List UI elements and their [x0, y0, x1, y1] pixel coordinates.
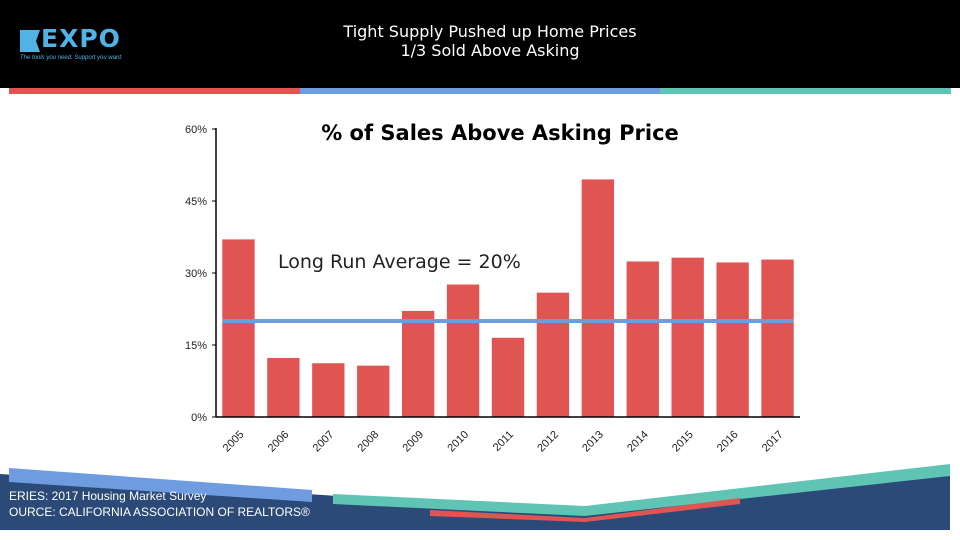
bar-2013 — [581, 179, 615, 417]
x-tick-label: 2017 — [760, 429, 786, 455]
x-tick-label: 2006 — [266, 429, 292, 455]
x-tick-label: 2007 — [311, 429, 337, 455]
title-line-1: Tight Supply Pushed up Home Prices — [343, 22, 637, 41]
bars — [222, 179, 794, 417]
y-tick-label: 45% — [185, 196, 207, 208]
y-tick-label: 0% — [191, 412, 207, 424]
x-tick-label: 2012 — [535, 429, 561, 455]
bar-2012 — [536, 292, 570, 417]
x-tick-label: 2015 — [670, 429, 696, 455]
x-tick-label: 2016 — [715, 429, 741, 455]
bar-2007 — [312, 363, 345, 417]
source-label: OURCE: CALIFORNIA ASSOCIATION OF REALTOR… — [9, 505, 310, 519]
bar-2015 — [671, 257, 704, 417]
stripe-blue — [300, 88, 660, 94]
bar-2016 — [716, 262, 749, 417]
bar-2009 — [401, 310, 435, 417]
x-tick-label: 2010 — [445, 429, 471, 455]
flag-icon — [20, 30, 40, 52]
bar-2011 — [491, 337, 525, 417]
stripe-teal — [660, 88, 951, 94]
bar-chart: 0%15%30%45%60% 2005 2006 2007 2008 2009 2010 2… — [185, 121, 800, 455]
bar-2014 — [626, 261, 659, 417]
x-tick-label: 2009 — [400, 429, 426, 455]
x-axis-labels: 2005 2006 2007 2008 2009 2010 2011 2012 2013 2014… — [221, 429, 786, 455]
logo-text: EXPO — [41, 24, 121, 53]
bar-2006 — [267, 357, 300, 417]
title-line-2: 1/3 Sold Above Asking — [400, 41, 580, 60]
footer-graphic — [0, 464, 950, 530]
y-axis-ticks: 0% 15% 30% 45% 60% — [185, 124, 216, 424]
footer-teal-ribbon — [333, 464, 950, 516]
bar-2010 — [446, 284, 480, 417]
x-tick-label: 2014 — [625, 429, 651, 455]
header-bar: EXPO The tools you need. Support you wan… — [0, 0, 960, 88]
stripe-red — [9, 88, 300, 94]
y-tick-label: 60% — [185, 124, 207, 136]
x-tick-label: 2013 — [580, 429, 606, 455]
logo-tagline: The tools you need. Support you want. — [20, 55, 123, 61]
footer-navy-band — [0, 474, 950, 530]
x-tick-label: 2008 — [356, 429, 382, 455]
bar-2008 — [357, 365, 390, 417]
expo-logo: EXPO The tools you need. Support you wan… — [18, 24, 128, 68]
series-label: ERIES: 2017 Housing Market Survey — [9, 489, 207, 503]
x-tick-label: 2005 — [221, 429, 247, 455]
footer-blue-ribbon — [9, 468, 312, 502]
footer-red-ribbon — [430, 498, 740, 522]
x-tick-label: 2011 — [491, 429, 516, 454]
y-tick-label: 30% — [185, 268, 207, 280]
bar-2017 — [761, 259, 794, 417]
bar-2005 — [222, 239, 255, 417]
average-label: Long Run Average = 20% — [278, 251, 521, 273]
y-tick-label: 15% — [185, 340, 207, 352]
page-title: Tight Supply Pushed up Home Prices 1/3 S… — [240, 22, 740, 60]
chart-title: % of Sales Above Asking Price — [321, 121, 679, 145]
